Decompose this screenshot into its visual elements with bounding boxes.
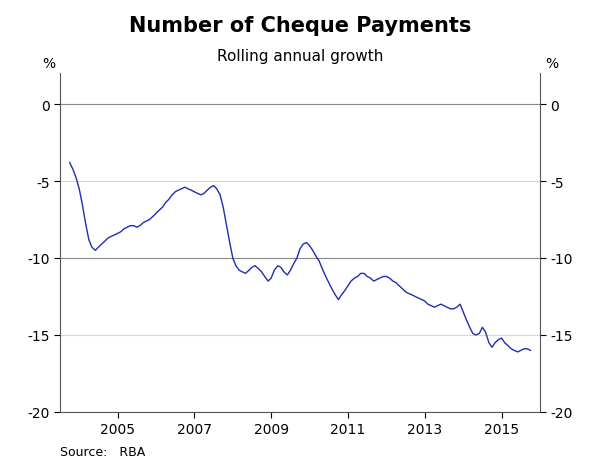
Text: Rolling annual growth: Rolling annual growth [217, 49, 383, 63]
Text: %: % [545, 57, 558, 71]
Text: Number of Cheque Payments: Number of Cheque Payments [129, 16, 471, 36]
Text: Source:   RBA: Source: RBA [60, 445, 145, 458]
Text: %: % [42, 57, 55, 71]
